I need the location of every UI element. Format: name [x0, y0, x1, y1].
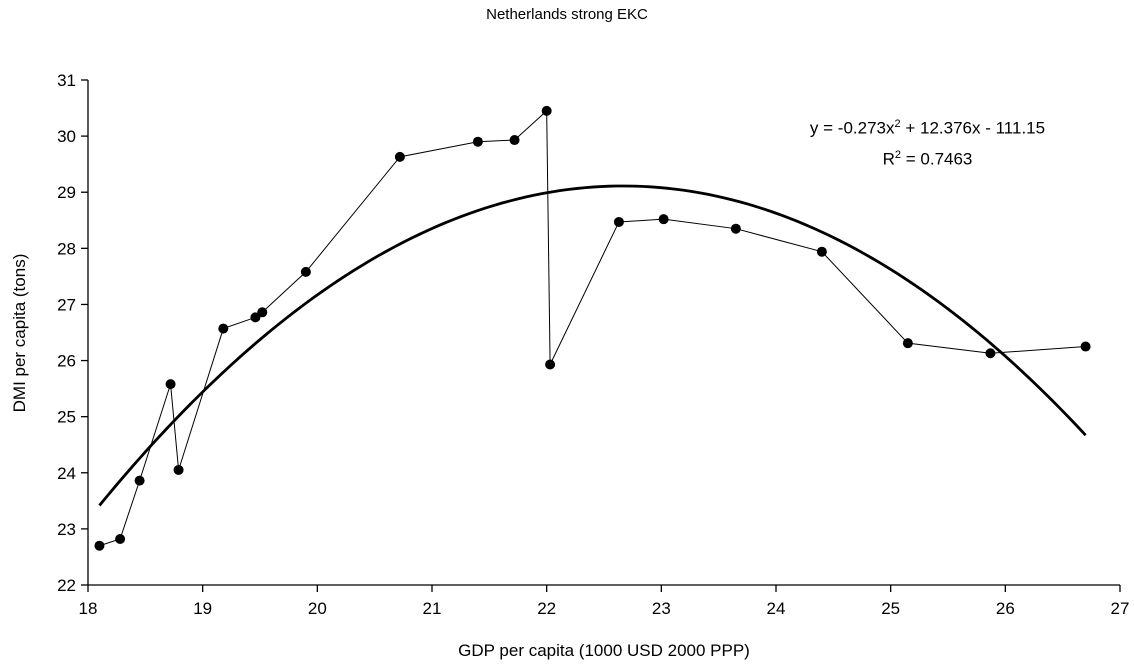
x-tick-label: 25 — [881, 599, 900, 618]
y-tick-label: 27 — [57, 295, 76, 314]
equation-rest: + 12.376x - 111.15 — [900, 118, 1046, 138]
x-tick-label: 21 — [423, 599, 442, 618]
data-point — [509, 135, 520, 146]
data-point — [115, 533, 126, 544]
equation-text: y = -0.273x — [809, 118, 895, 138]
x-axis-label: GDP per capita (1000 USD 2000 PPP) — [458, 641, 750, 660]
data-point — [165, 379, 176, 390]
equation-exponent: 2 — [894, 118, 901, 130]
trendline-equation: y = -0.273x2 + 12.376x - 111.15 — [760, 111, 1095, 142]
r2-rest: = 0.7463 — [901, 149, 973, 169]
y-tick-label: 30 — [57, 127, 76, 146]
r2-text: R — [882, 149, 895, 169]
y-tick-label: 24 — [57, 464, 76, 483]
data-point — [613, 216, 624, 227]
data-point — [173, 464, 184, 475]
chart-title: Netherlands strong EKC — [486, 6, 648, 23]
data-point — [394, 151, 405, 162]
data-point — [545, 359, 556, 370]
x-tick-label: 26 — [996, 599, 1015, 618]
y-tick-label: 29 — [57, 183, 76, 202]
data-point — [985, 348, 996, 359]
data-point — [816, 246, 827, 257]
data-point — [218, 323, 229, 334]
x-tick-label: 19 — [193, 599, 212, 618]
y-tick-label: 31 — [57, 71, 76, 90]
x-tick-label: 27 — [1111, 599, 1130, 618]
data-point — [257, 307, 268, 318]
x-tick-label: 22 — [537, 599, 556, 618]
y-tick-label: 28 — [57, 239, 76, 258]
trendline-curve — [98, 184, 1087, 507]
y-tick-label: 22 — [57, 576, 76, 595]
series-group — [94, 105, 1091, 551]
series-line — [99, 109, 1086, 547]
r2-exponent: 2 — [894, 148, 902, 161]
data-point — [1080, 341, 1091, 352]
r-squared: R2 = 0.7463 — [760, 142, 1095, 173]
y-tick-label: 23 — [57, 520, 76, 539]
data-point — [94, 540, 105, 551]
x-tick-label: 24 — [767, 599, 786, 618]
y-tick-label: 26 — [57, 352, 76, 371]
data-point — [658, 214, 669, 225]
data-point — [541, 105, 552, 116]
data-point — [250, 312, 261, 323]
data-point — [300, 266, 311, 277]
data-point — [134, 475, 145, 486]
data-point — [902, 338, 913, 349]
y-axis-label: DMI per capita (tons) — [10, 253, 29, 413]
trendline-equation-box: y = -0.273x2 + 12.376x - 111.15 R2 = 0.7… — [760, 111, 1095, 172]
x-tick-label: 18 — [79, 599, 98, 618]
data-point — [472, 136, 483, 147]
x-tick-label: 20 — [308, 599, 327, 618]
x-tick-label: 23 — [652, 599, 671, 618]
data-point — [730, 223, 741, 234]
trendline-group — [98, 184, 1087, 507]
y-tick-label: 25 — [57, 408, 76, 427]
